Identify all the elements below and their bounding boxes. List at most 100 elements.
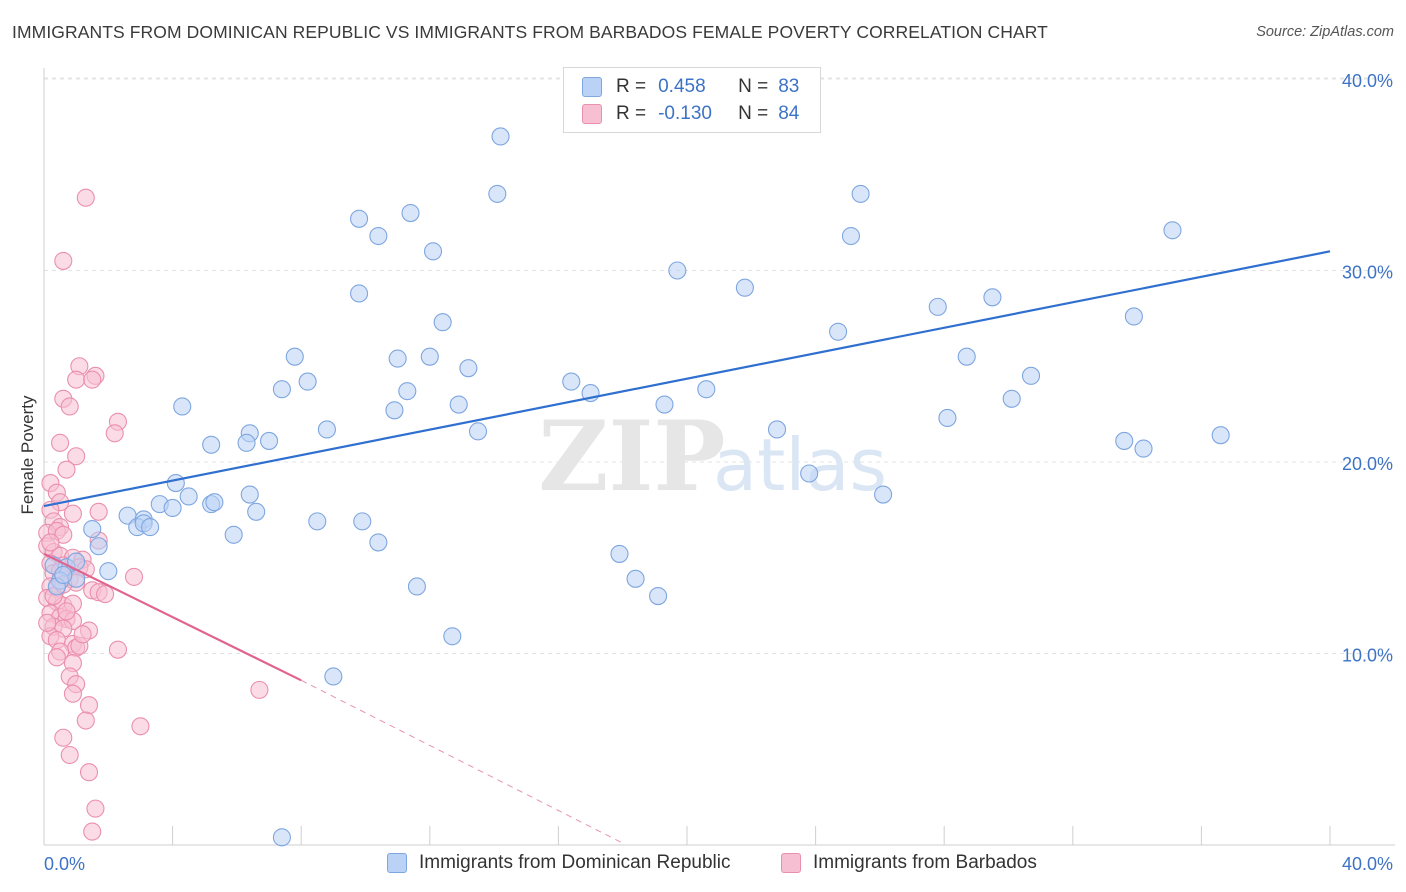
legend-r-value: -0.130 <box>658 103 712 124</box>
legend-r-label: R = <box>616 103 647 124</box>
dominican-point <box>420 347 439 366</box>
legend-row-dominican: R = 0.458 N = 83 <box>582 74 799 100</box>
dominican-point <box>407 577 426 596</box>
dominican-point <box>202 435 221 454</box>
dominican-point <box>350 284 369 303</box>
dominican-point <box>317 420 336 439</box>
dominican-point <box>369 226 388 246</box>
legend-r-value: 0.458 <box>658 76 706 97</box>
legend-n-value: 84 <box>778 103 800 124</box>
dominican-point <box>224 525 243 544</box>
dominican-point <box>800 464 819 483</box>
watermark-zip: ZIP <box>538 400 725 513</box>
dominican-point <box>841 226 861 246</box>
dominican-point <box>697 380 716 399</box>
barbados-point <box>63 684 82 703</box>
dominican-point <box>433 313 452 332</box>
barbados-point <box>250 680 269 699</box>
axes-layer: 10.0% 20.0% 30.0% 40.0% 0.0% 40.0% <box>43 68 1395 874</box>
dominican-point <box>488 184 507 203</box>
dominican-point <box>443 627 462 646</box>
barbados-point <box>47 648 66 667</box>
dominican-point <box>874 485 893 504</box>
dominican-point <box>272 828 291 847</box>
dominican-point <box>205 493 224 512</box>
dominican-point <box>655 395 674 414</box>
dominican-point <box>1021 366 1041 385</box>
barbados-trend-line <box>43 552 302 682</box>
dominican-point <box>350 209 369 228</box>
barbados-point <box>67 370 86 389</box>
y-tick-label: 40.0% <box>1342 71 1393 91</box>
y-tick-label: 20.0% <box>1342 454 1393 474</box>
barbados-point <box>51 433 70 452</box>
dominican-point <box>562 372 581 391</box>
legend-n-label: N = <box>738 103 769 124</box>
legend-swatch-pink <box>582 104 602 124</box>
barbados-point <box>89 502 108 521</box>
dominican-point <box>54 565 73 585</box>
dominican-point <box>247 502 266 521</box>
dominican-point <box>767 420 787 439</box>
y-tick-label: 30.0% <box>1342 263 1393 283</box>
dominican-point <box>649 586 668 606</box>
dominican-point <box>385 401 404 420</box>
legend-row-barbados: R = -0.130 N = 84 <box>582 101 799 127</box>
x-tick-label-max: 40.0% <box>1342 854 1393 874</box>
dominican-point <box>1134 439 1153 458</box>
legend-label-dominican: Immigrants from Dominican Republic <box>419 852 731 873</box>
barbados-point <box>67 447 86 466</box>
dominican-point <box>141 518 160 537</box>
legend-item-dominican[interactable]: Immigrants from Dominican Republic <box>387 852 731 874</box>
dominican-point <box>735 278 754 297</box>
dominican-point <box>388 349 407 368</box>
barbados-point <box>124 567 144 586</box>
barbados-point <box>38 613 57 632</box>
dominican-point <box>237 433 256 452</box>
correlation-legend: R = 0.458 N = 83 R = -0.130 N = 84 <box>563 67 821 133</box>
dominican-point <box>398 382 417 401</box>
dominican-point <box>491 127 510 146</box>
dominican-point <box>626 569 645 588</box>
series-legend: Immigrants from Dominican Republic Immig… <box>0 852 1406 878</box>
barbados-point <box>41 533 60 552</box>
legend-r-label: R = <box>616 76 647 97</box>
dominican-point <box>166 474 185 493</box>
watermark-atlas: atlas <box>713 423 887 507</box>
barbados-point <box>76 711 95 730</box>
dominican-point <box>179 487 198 506</box>
dominican-point <box>259 431 279 450</box>
source-label: Source: ZipAtlas.com <box>1256 24 1394 40</box>
barbados-point <box>131 717 150 736</box>
watermark: ZIP atlas <box>538 400 887 513</box>
x-tick-label-min: 0.0% <box>44 854 85 874</box>
dominican-point <box>308 512 327 531</box>
legend-n-label: N = <box>738 76 769 97</box>
dominican-point <box>851 184 870 203</box>
dominican-point <box>83 519 102 539</box>
barbados-point <box>57 602 76 621</box>
dominican-point <box>829 322 848 341</box>
dominican-point <box>324 667 343 686</box>
barbados-point <box>79 763 99 782</box>
dominican-point <box>353 512 372 531</box>
dominican-point <box>983 288 1002 307</box>
dominican-point <box>1115 431 1134 450</box>
dominican-point <box>1002 389 1021 408</box>
dominican-point <box>99 562 118 581</box>
chart-title: IMMIGRANTS FROM DOMINICAN REPUBLIC VS IM… <box>12 22 1048 42</box>
dominican-point <box>468 422 488 441</box>
dominican-point <box>423 242 443 261</box>
legend-swatch-pink <box>781 853 801 873</box>
barbados-point <box>83 370 102 389</box>
dominican-point <box>957 347 976 366</box>
dominican-point <box>668 261 687 280</box>
dominican-point <box>89 537 108 556</box>
barbados-point <box>105 424 124 443</box>
barbados-trend-extension <box>300 679 623 844</box>
legend-item-barbados[interactable]: Immigrants from Barbados <box>781 852 1037 874</box>
barbados-point <box>60 745 79 765</box>
dominican-point <box>1163 221 1182 240</box>
grid-layer <box>44 77 1395 654</box>
